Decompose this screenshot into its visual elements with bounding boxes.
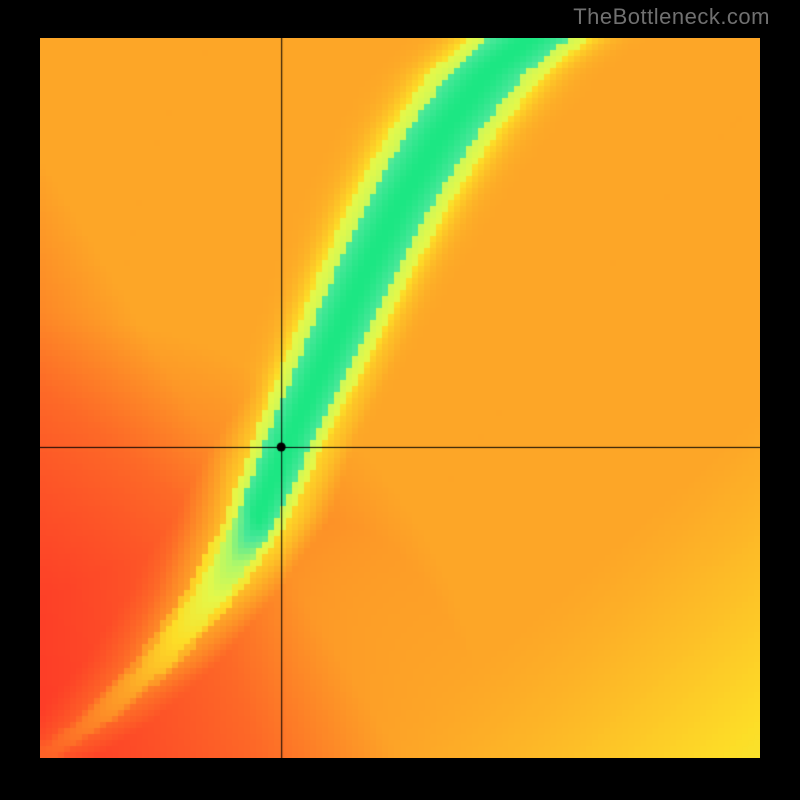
heatmap-canvas <box>40 38 760 758</box>
watermark-text: TheBottleneck.com <box>573 4 770 30</box>
chart-container: TheBottleneck.com <box>0 0 800 800</box>
